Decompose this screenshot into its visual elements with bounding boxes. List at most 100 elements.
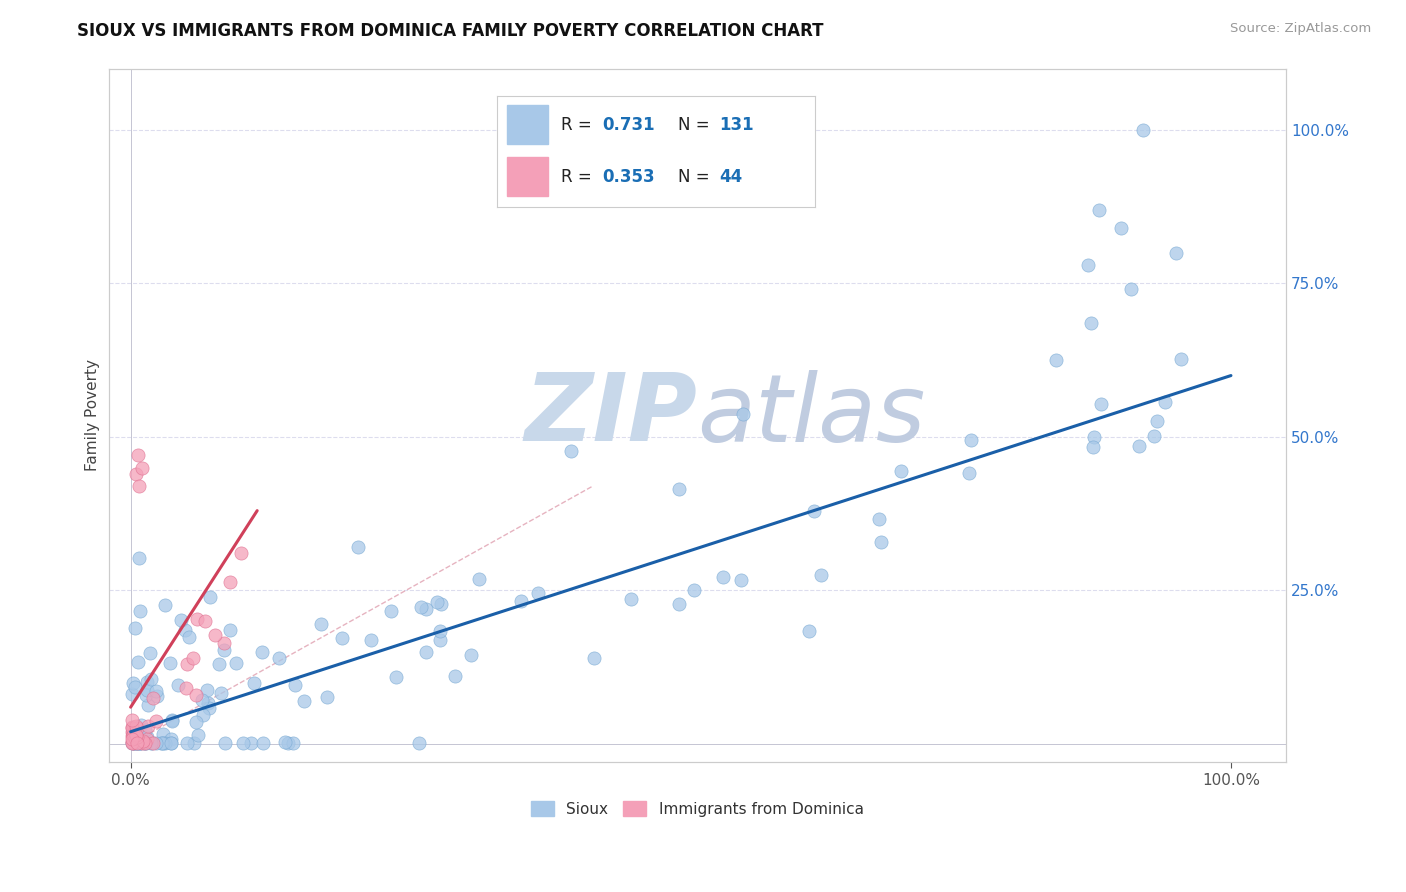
Point — [957, 466, 980, 480]
Point — [159, 656, 181, 670]
Point — [124, 730, 146, 744]
Point — [121, 725, 143, 739]
Point — [121, 722, 143, 736]
Point — [232, 736, 254, 750]
Point — [173, 624, 195, 638]
Point — [212, 643, 235, 657]
Point — [135, 688, 157, 702]
Point — [218, 623, 240, 637]
Point — [186, 612, 208, 626]
Text: atlas: atlas — [697, 370, 925, 461]
Point — [380, 604, 402, 618]
Point — [191, 693, 214, 707]
Point — [186, 688, 208, 702]
Point — [125, 728, 148, 742]
Point — [127, 721, 149, 735]
Point — [149, 736, 172, 750]
Point — [152, 736, 174, 750]
Point — [1170, 352, 1192, 367]
Point — [176, 736, 198, 750]
Point — [127, 655, 149, 669]
Point — [311, 616, 333, 631]
Point — [209, 686, 232, 700]
Legend: Sioux, Immigrants from Dominica: Sioux, Immigrants from Dominica — [523, 793, 872, 824]
Point — [136, 731, 159, 746]
Point — [121, 728, 143, 742]
Point — [1080, 316, 1102, 330]
Point — [131, 460, 153, 475]
Point — [560, 444, 582, 458]
Point — [284, 678, 307, 692]
Point — [122, 722, 145, 736]
Point — [730, 574, 752, 588]
Point — [426, 595, 449, 609]
Point — [274, 735, 297, 749]
Point — [252, 736, 274, 750]
Point — [385, 670, 408, 684]
Point — [277, 736, 299, 750]
Point — [152, 727, 174, 741]
Point — [408, 736, 430, 750]
Point — [142, 690, 165, 705]
Point — [198, 701, 221, 715]
Point — [121, 726, 143, 740]
Point — [1109, 221, 1132, 235]
Point — [231, 546, 253, 560]
Point — [429, 632, 451, 647]
Text: Source: ZipAtlas.com: Source: ZipAtlas.com — [1230, 22, 1371, 36]
Point — [121, 735, 143, 749]
Point — [810, 567, 832, 582]
Text: SIOUX VS IMMIGRANTS FROM DOMINICA FAMILY POVERTY CORRELATION CHART: SIOUX VS IMMIGRANTS FROM DOMINICA FAMILY… — [77, 22, 824, 40]
Point — [460, 648, 482, 662]
Point — [330, 631, 353, 645]
Point — [668, 482, 690, 496]
Point — [129, 736, 152, 750]
Point — [122, 736, 145, 750]
Point — [152, 736, 174, 750]
Point — [1045, 353, 1067, 368]
Point — [243, 675, 266, 690]
Point — [429, 597, 451, 611]
Point — [122, 736, 145, 750]
Point — [139, 736, 162, 750]
Point — [429, 624, 451, 639]
Point — [139, 647, 162, 661]
Point — [132, 733, 155, 747]
Point — [128, 550, 150, 565]
Point — [315, 690, 337, 705]
Point — [122, 729, 145, 743]
Point — [122, 736, 145, 750]
Point — [121, 720, 143, 734]
Point — [121, 713, 143, 727]
Point — [162, 713, 184, 727]
Point — [124, 621, 146, 635]
Point — [1153, 395, 1175, 409]
Point — [127, 449, 149, 463]
Point — [121, 730, 143, 744]
Point — [174, 681, 197, 695]
Point — [141, 736, 163, 750]
Point — [159, 732, 181, 747]
Point — [267, 650, 290, 665]
Point — [121, 732, 143, 747]
Point — [124, 731, 146, 745]
Point — [125, 736, 148, 750]
Point — [225, 656, 247, 670]
Point — [136, 675, 159, 690]
Point — [620, 592, 643, 607]
Point — [135, 730, 157, 744]
Point — [155, 736, 177, 750]
Point — [870, 535, 893, 549]
Point — [125, 467, 148, 481]
Point — [443, 668, 465, 682]
Point — [668, 597, 690, 611]
Point — [145, 684, 167, 698]
Point — [1121, 282, 1143, 296]
Point — [281, 736, 304, 750]
Point — [122, 729, 145, 743]
Point — [134, 723, 156, 737]
Point — [1132, 123, 1154, 137]
Point — [153, 598, 176, 612]
Point — [1146, 414, 1168, 428]
Point — [181, 651, 204, 665]
